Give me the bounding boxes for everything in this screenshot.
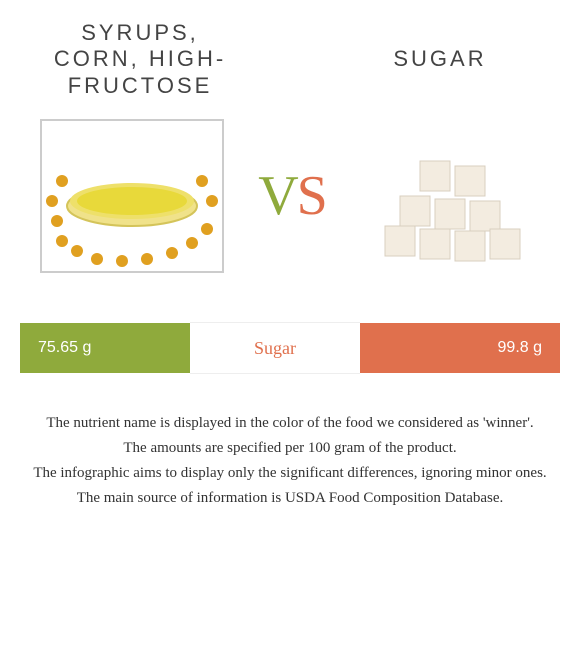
right-title: Sugar (340, 46, 540, 72)
header-row: Syrups, corn, high-fructose Sugar (0, 0, 580, 109)
desc-line-1: The nutrient name is displayed in the co… (20, 413, 560, 434)
nutrient-label: Sugar (190, 322, 360, 374)
desc-line-4: The main source of information is USDA F… (20, 488, 560, 509)
desc-line-3: The infographic aims to display only the… (20, 463, 560, 484)
sugar-cubes-icon (360, 121, 540, 271)
left-image (40, 119, 224, 273)
left-title: Syrups, corn, high-fructose (40, 20, 240, 99)
left-value: 75.65 g (38, 339, 91, 357)
vs-s: S (297, 165, 326, 227)
left-bar: 75.65 g (20, 323, 190, 373)
images-row: VS (0, 109, 580, 283)
right-value: 99.8 g (498, 339, 542, 357)
vs-v: V (258, 165, 296, 227)
description: The nutrient name is displayed in the co… (20, 413, 560, 509)
right-image (360, 121, 540, 271)
bar-row: 75.65 g Sugar 99.8 g (20, 323, 560, 373)
desc-line-2: The amounts are specified per 100 gram o… (20, 438, 560, 459)
right-bar: 99.8 g (360, 323, 560, 373)
corn-syrup-icon (42, 121, 222, 271)
vs-label: VS (258, 164, 326, 228)
